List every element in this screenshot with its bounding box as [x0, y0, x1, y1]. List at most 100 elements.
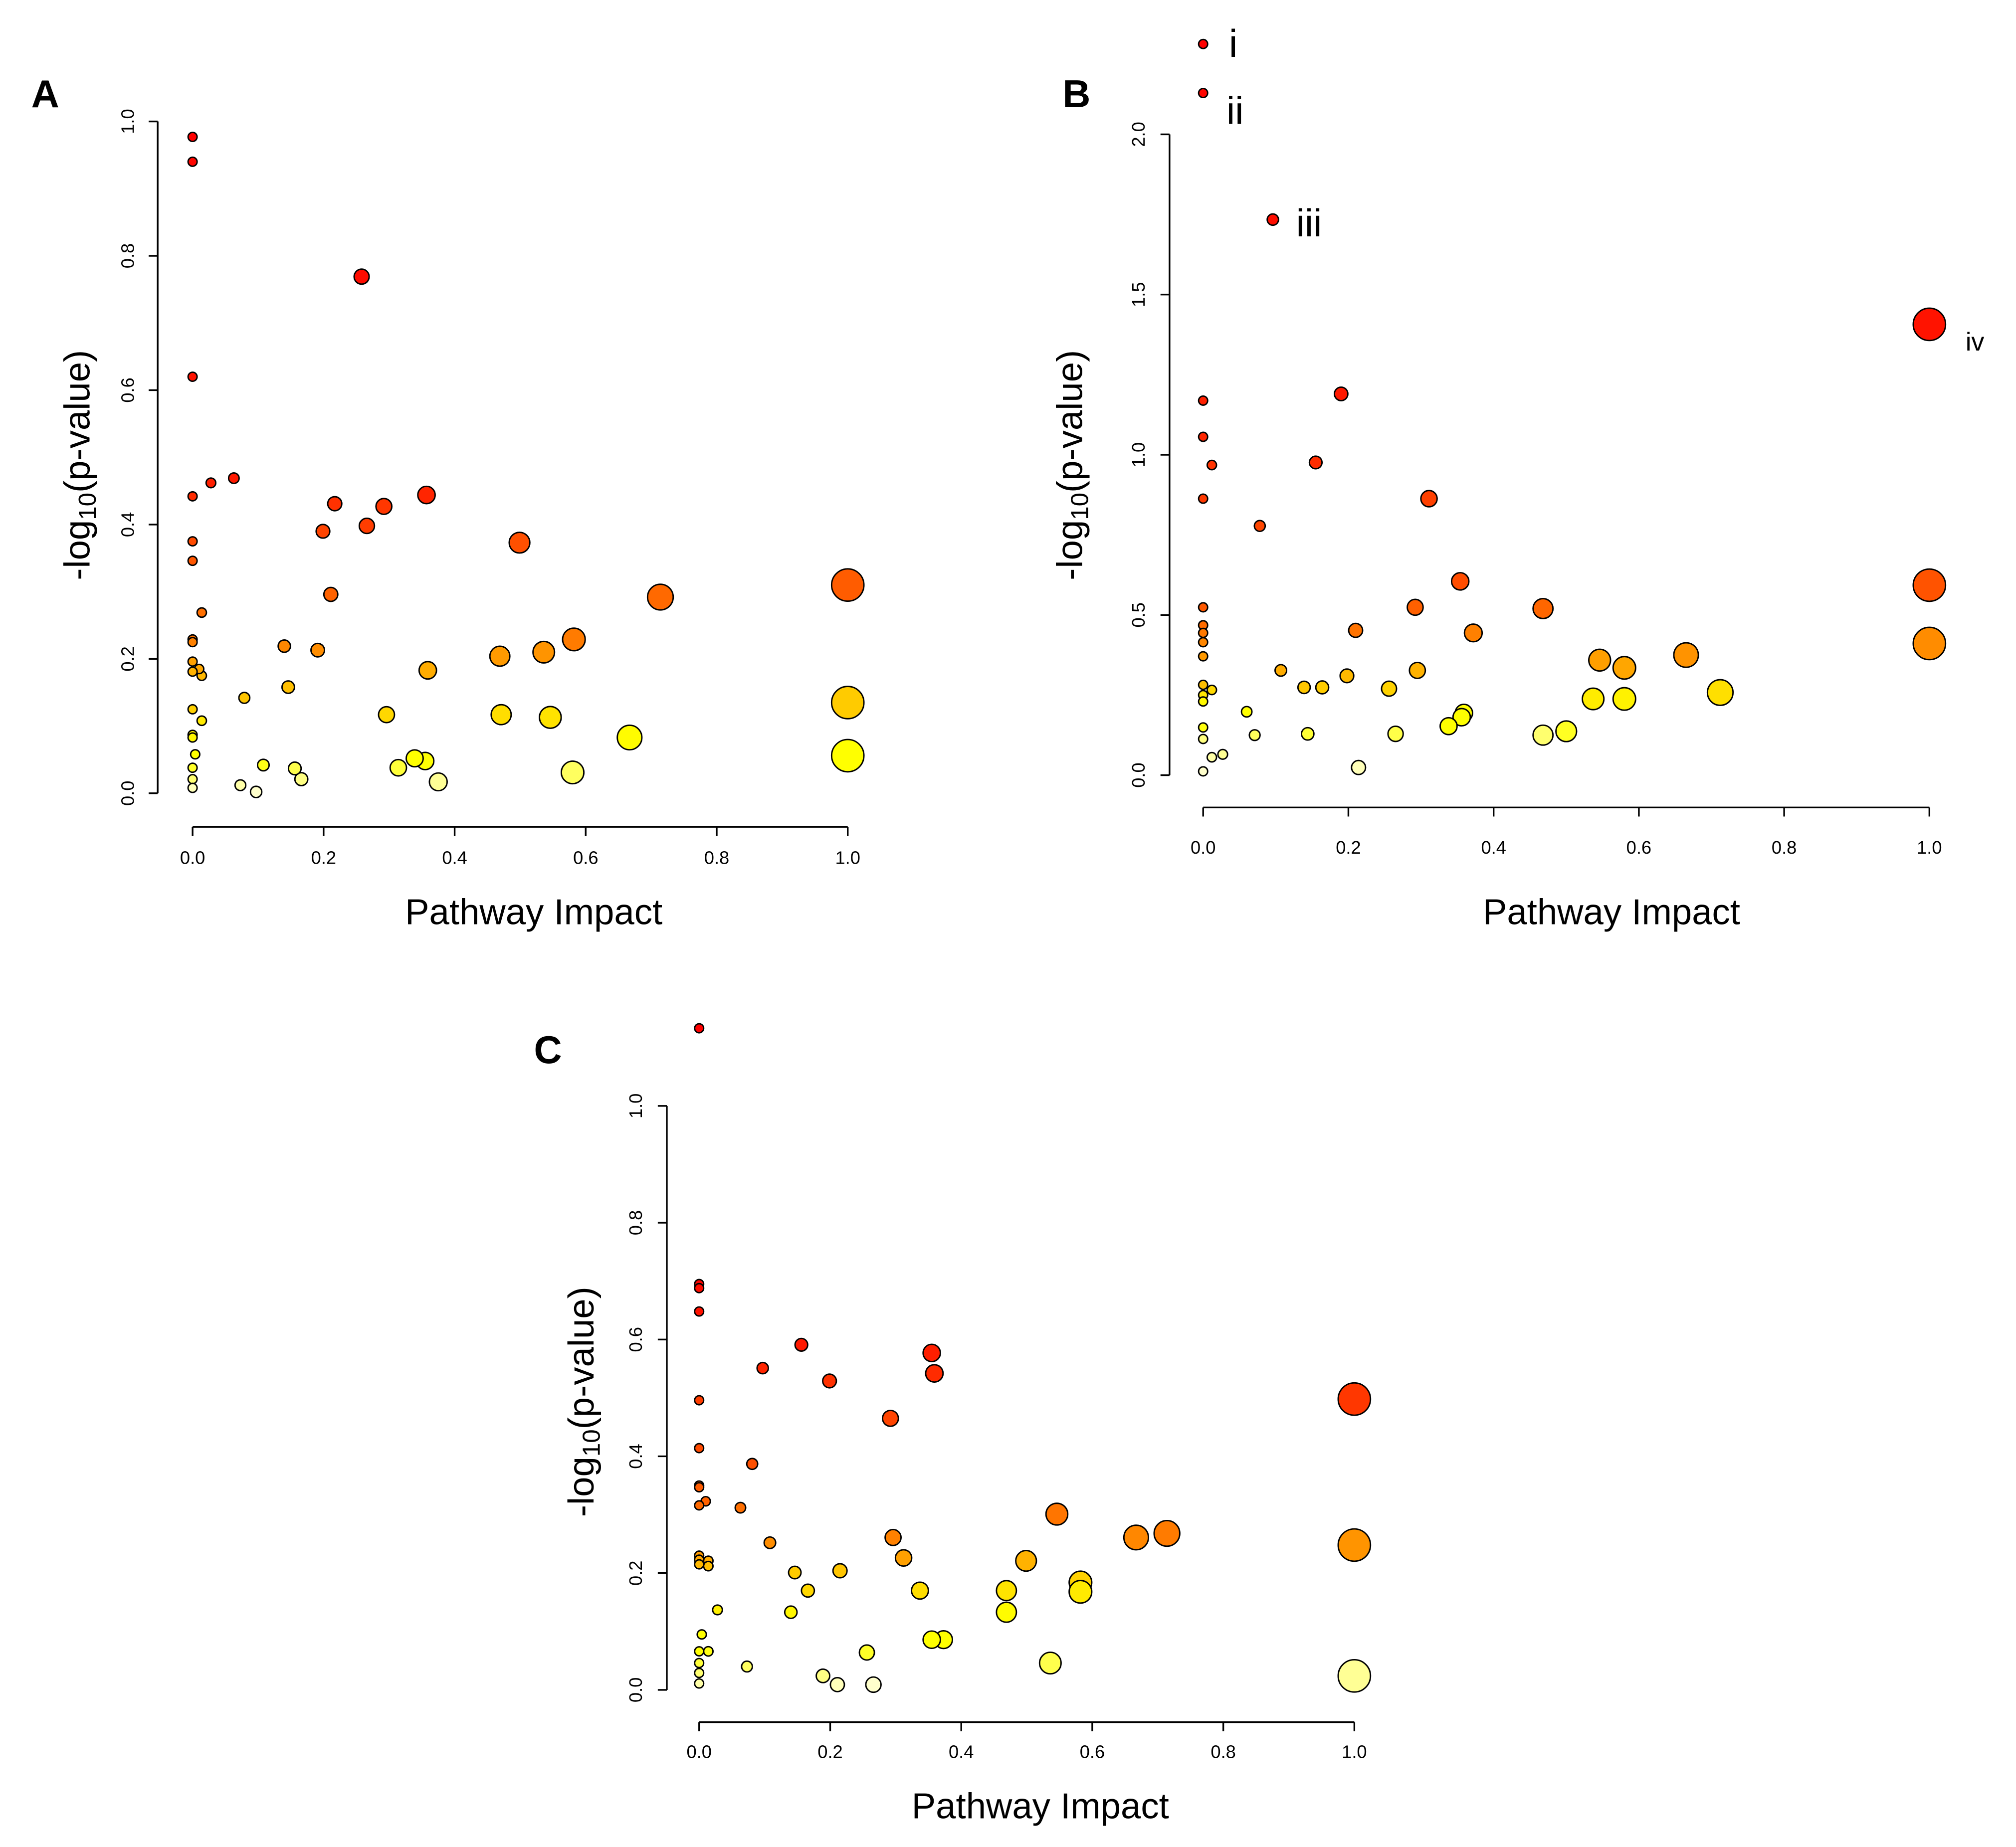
- point: [1348, 622, 1364, 638]
- point: [418, 661, 437, 680]
- point: [1452, 708, 1471, 727]
- y-axis-label: -log10(p-value): [561, 1287, 605, 1517]
- panel-label: C: [534, 1029, 562, 1072]
- point: [1038, 1652, 1062, 1675]
- y-tick-label: 0.0: [118, 781, 138, 806]
- point: [1198, 722, 1209, 733]
- point: [405, 749, 424, 768]
- point: [378, 706, 396, 724]
- panel: 0.0 0.2 0.4 0.6 0.8 1.0 0.0 0.2 0.4 0.6 0.8 1.0 Path…: [31, 73, 865, 932]
- point: [190, 749, 201, 760]
- point: [1612, 687, 1636, 711]
- x-tick-label: 1.0: [835, 848, 860, 868]
- point: [1198, 679, 1209, 690]
- point: [1351, 759, 1367, 775]
- point: [1381, 680, 1398, 697]
- point: [694, 1023, 705, 1034]
- y-axis-label: -log10(p-value): [1050, 350, 1094, 580]
- point: [741, 1660, 753, 1673]
- point: [281, 680, 295, 694]
- point-label: i: [1229, 22, 1237, 65]
- point: [187, 732, 198, 743]
- point: [1274, 664, 1288, 677]
- x-tick-label: 0.2: [817, 1741, 842, 1762]
- point: [187, 666, 198, 677]
- y-tick-label: 1.5: [1128, 282, 1149, 307]
- point: [1198, 38, 1209, 49]
- x-tick-label: 0.6: [1626, 837, 1651, 858]
- x-tick-label: 0.2: [311, 848, 336, 868]
- point: [1308, 455, 1323, 470]
- point: [1248, 729, 1261, 741]
- point: [1206, 751, 1217, 763]
- point: [1588, 648, 1612, 672]
- y-axis-label-sub: 10: [578, 1429, 605, 1457]
- point: [815, 1668, 830, 1683]
- point: [1337, 1382, 1372, 1416]
- point: [694, 1559, 705, 1570]
- point: [490, 704, 512, 726]
- point: [1555, 720, 1578, 742]
- point: [616, 724, 643, 751]
- point: [1333, 386, 1349, 401]
- point: [830, 568, 865, 602]
- y-axis-label-part: -log: [561, 1457, 602, 1517]
- point: [646, 583, 674, 611]
- point: [1198, 734, 1209, 744]
- point: [832, 1563, 848, 1579]
- point: [256, 758, 270, 772]
- point-label: ii: [1226, 90, 1244, 133]
- x-tick-label: 0.4: [1481, 837, 1506, 858]
- point: [922, 1343, 941, 1362]
- y-tick-label: 1.0: [625, 1094, 646, 1118]
- y-tick-label: 0.0: [1128, 762, 1149, 787]
- point: [187, 132, 198, 143]
- point: [1407, 598, 1424, 616]
- x-tick-label: 1.0: [1342, 1741, 1367, 1762]
- point: [1532, 598, 1554, 619]
- point: [784, 1605, 798, 1619]
- point: [694, 1395, 705, 1406]
- point: [1339, 668, 1355, 684]
- point: [1387, 725, 1404, 742]
- point: [1198, 766, 1209, 777]
- point: [249, 785, 263, 798]
- y-tick-label: 0.2: [625, 1561, 646, 1586]
- point: [310, 642, 325, 658]
- point: [187, 637, 198, 648]
- point: [1706, 679, 1734, 706]
- y-axis-label-part: (p-value): [57, 350, 98, 493]
- point: [858, 1644, 875, 1661]
- point: [694, 1443, 705, 1454]
- point: [187, 704, 198, 715]
- point: [277, 639, 291, 653]
- point: [1439, 717, 1458, 736]
- point: [358, 517, 376, 535]
- point: [694, 1658, 705, 1668]
- point: [389, 758, 407, 777]
- point: [353, 268, 370, 285]
- x-tick-label: 0.8: [704, 848, 729, 868]
- x-tick-label: 0.0: [1191, 837, 1215, 858]
- point: [1240, 706, 1253, 718]
- point: [1198, 696, 1209, 707]
- point: [1582, 687, 1605, 711]
- point: [1301, 727, 1315, 741]
- point: [1153, 1519, 1181, 1547]
- x-tick-label: 0.6: [1080, 1741, 1105, 1762]
- point: [539, 706, 562, 729]
- point: [1198, 88, 1209, 99]
- point: [1123, 1524, 1149, 1551]
- point: [187, 371, 198, 382]
- point: [187, 555, 198, 566]
- x-axis-label: Pathway Impact: [405, 892, 662, 932]
- point: [703, 1646, 714, 1657]
- x-tick-label: 0.4: [949, 1741, 974, 1762]
- point-label: iv: [1966, 327, 1985, 356]
- x-tick-label: 0.8: [1210, 1741, 1235, 1762]
- point: [1532, 724, 1554, 746]
- point: [1198, 602, 1209, 613]
- point: [187, 491, 198, 502]
- point: [1068, 1580, 1093, 1604]
- point: [1912, 568, 1947, 602]
